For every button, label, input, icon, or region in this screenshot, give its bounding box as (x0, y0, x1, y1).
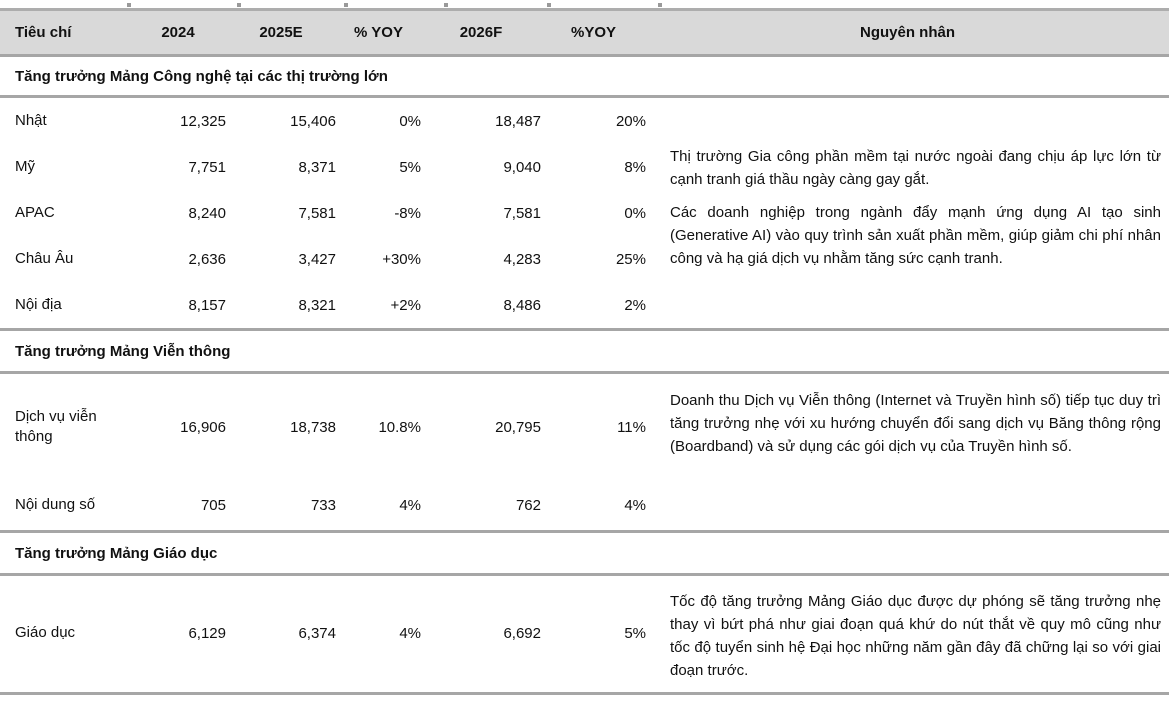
note-paragraph: Tốc độ tăng trưởng Mảng Giáo dục được dự… (670, 593, 1161, 679)
section-title-education: Tăng trưởng Mảng Giáo dục (15, 544, 218, 562)
section-divider (0, 573, 1169, 576)
column-header-yoy-2025: % YOY (354, 24, 403, 41)
section-divider (0, 95, 1169, 98)
cell-2024: 8,240 (188, 204, 226, 222)
cell-yoy-2026: 4% (624, 496, 646, 514)
table-row: Nhật 12,325 15,406 0% 18,487 20% (0, 98, 646, 144)
cell-yoy-2025: -8% (394, 204, 421, 222)
column-tick (658, 3, 662, 7)
cell-yoy-2025: +30% (382, 250, 421, 268)
top-rule (0, 0, 1169, 11)
cell-yoy-2026: 25% (615, 250, 646, 268)
cell-yoy-2025: 5% (399, 158, 421, 176)
cell-2024: 8,157 (188, 296, 226, 314)
table-header-row: Tiêu chí 2024 2025E % YOY 2026F %YOY Ngu… (0, 11, 1169, 57)
column-header-2025e: 2025E (259, 24, 303, 41)
section-divider (0, 371, 1169, 374)
table-row: Nội địa 8,157 8,321 +2% 8,486 2% (0, 282, 646, 328)
note-paragraph: Doanh thu Dịch vụ Viễn thông (Internet v… (670, 392, 1161, 455)
technology-data: Nhật 12,325 15,406 0% 18,487 20% Mỹ 7,75… (0, 98, 646, 328)
education-notes: Tốc độ tăng trưởng Mảng Giáo dục được dự… (646, 576, 1169, 692)
cell-2026f: 18,487 (495, 112, 541, 130)
table-row: Dịch vụ viễn thông 16,906 18,738 10.8% 2… (0, 374, 646, 480)
cell-2026f: 8,486 (503, 296, 541, 314)
row-label: Nội địa (15, 296, 62, 313)
section-education: Giáo dục 6,129 6,374 4% 6,692 5% Tốc độ … (0, 576, 1169, 692)
section-technology: Nhật 12,325 15,406 0% 18,487 20% Mỹ 7,75… (0, 98, 1169, 328)
cell-2026f: 7,581 (503, 204, 541, 222)
cell-yoy-2025: 4% (399, 496, 421, 514)
cell-yoy-2026: 0% (624, 204, 646, 222)
telecom-notes: Doanh thu Dịch vụ Viễn thông (Internet v… (646, 374, 1169, 530)
column-tick (127, 3, 131, 7)
cell-2024: 7,751 (188, 158, 226, 176)
column-header-2026f: 2026F (459, 24, 503, 41)
cell-yoy-2025: +2% (390, 296, 421, 314)
column-tick (444, 3, 448, 7)
cell-2026f: 4,283 (503, 250, 541, 268)
bottom-divider (0, 692, 1169, 695)
cell-2026f: 6,692 (503, 624, 541, 642)
table-row: Giáo dục 6,129 6,374 4% 6,692 5% (0, 576, 646, 690)
row-label: APAC (15, 204, 55, 221)
section-title-telecom: Tăng trưởng Mảng Viễn thông (15, 342, 231, 360)
cell-yoy-2026: 8% (624, 158, 646, 176)
section-title-technology: Tăng trưởng Mảng Công nghệ tại các thị t… (15, 67, 388, 85)
cell-2025e: 733 (310, 496, 336, 514)
note-paragraph: Thị trường Gia công phần mềm tại nước ng… (670, 148, 1161, 188)
cell-2026f: 9,040 (503, 158, 541, 176)
row-label: Mỹ (15, 158, 35, 175)
cell-2024: 705 (200, 496, 226, 514)
column-header-2024: 2024 (161, 24, 195, 41)
cell-2024: 2,636 (188, 250, 226, 268)
cell-yoy-2026: 5% (624, 624, 646, 642)
cell-yoy-2025: 4% (399, 624, 421, 642)
section-telecom: Dịch vụ viễn thông 16,906 18,738 10.8% 2… (0, 374, 1169, 530)
cell-2025e: 8,321 (298, 296, 336, 314)
row-label: Giáo dục (15, 624, 76, 641)
section-divider (0, 328, 1169, 331)
technology-notes: Thị trường Gia công phần mềm tại nước ng… (646, 98, 1169, 328)
row-label: Dịch vụ viễn thông (15, 408, 97, 445)
cell-2025e: 15,406 (290, 112, 336, 130)
cell-2025e: 6,374 (298, 624, 336, 642)
cell-2024: 12,325 (180, 112, 226, 130)
note-paragraph: Các doanh nghiệp trong ngành đẩy mạnh ứn… (670, 204, 1161, 267)
cell-yoy-2026: 2% (624, 296, 646, 314)
row-label: Nội dung số (15, 496, 96, 513)
row-label: Châu Âu (15, 250, 74, 267)
row-label: Nhật (15, 112, 47, 129)
cell-yoy-2026: 11% (617, 418, 646, 436)
column-header-reason: Nguyên nhân (859, 24, 955, 41)
table-row: Mỹ 7,751 8,371 5% 9,040 8% (0, 144, 646, 190)
education-data: Giáo dục 6,129 6,374 4% 6,692 5% (0, 576, 646, 692)
cell-yoy-2025: 0% (399, 112, 421, 130)
column-tick (547, 3, 551, 7)
cell-2026f: 20,795 (495, 418, 541, 436)
cell-2025e: 7,581 (298, 204, 336, 222)
cell-2026f: 762 (515, 496, 541, 514)
top-rule-line (0, 8, 1169, 11)
cell-2025e: 3,427 (298, 250, 336, 268)
column-header-criteria: Tiêu chí (15, 24, 72, 41)
cell-yoy-2026: 20% (615, 112, 646, 130)
column-header-yoy-2026: %YOY (570, 24, 616, 41)
cell-2024: 6,129 (188, 624, 226, 642)
cell-2024: 16,906 (180, 418, 226, 436)
table-row: Nội dung số 705 733 4% 762 4% (0, 480, 646, 530)
column-tick (344, 3, 348, 7)
column-tick (237, 3, 241, 7)
telecom-data: Dịch vụ viễn thông 16,906 18,738 10.8% 2… (0, 374, 646, 530)
cell-2025e: 18,738 (290, 418, 336, 436)
section-divider (0, 530, 1169, 533)
cell-2025e: 8,371 (298, 158, 336, 176)
table-row: APAC 8,240 7,581 -8% 7,581 0% (0, 190, 646, 236)
cell-yoy-2025: 10.8% (378, 418, 421, 436)
table-row: Châu Âu 2,636 3,427 +30% 4,283 25% (0, 236, 646, 282)
